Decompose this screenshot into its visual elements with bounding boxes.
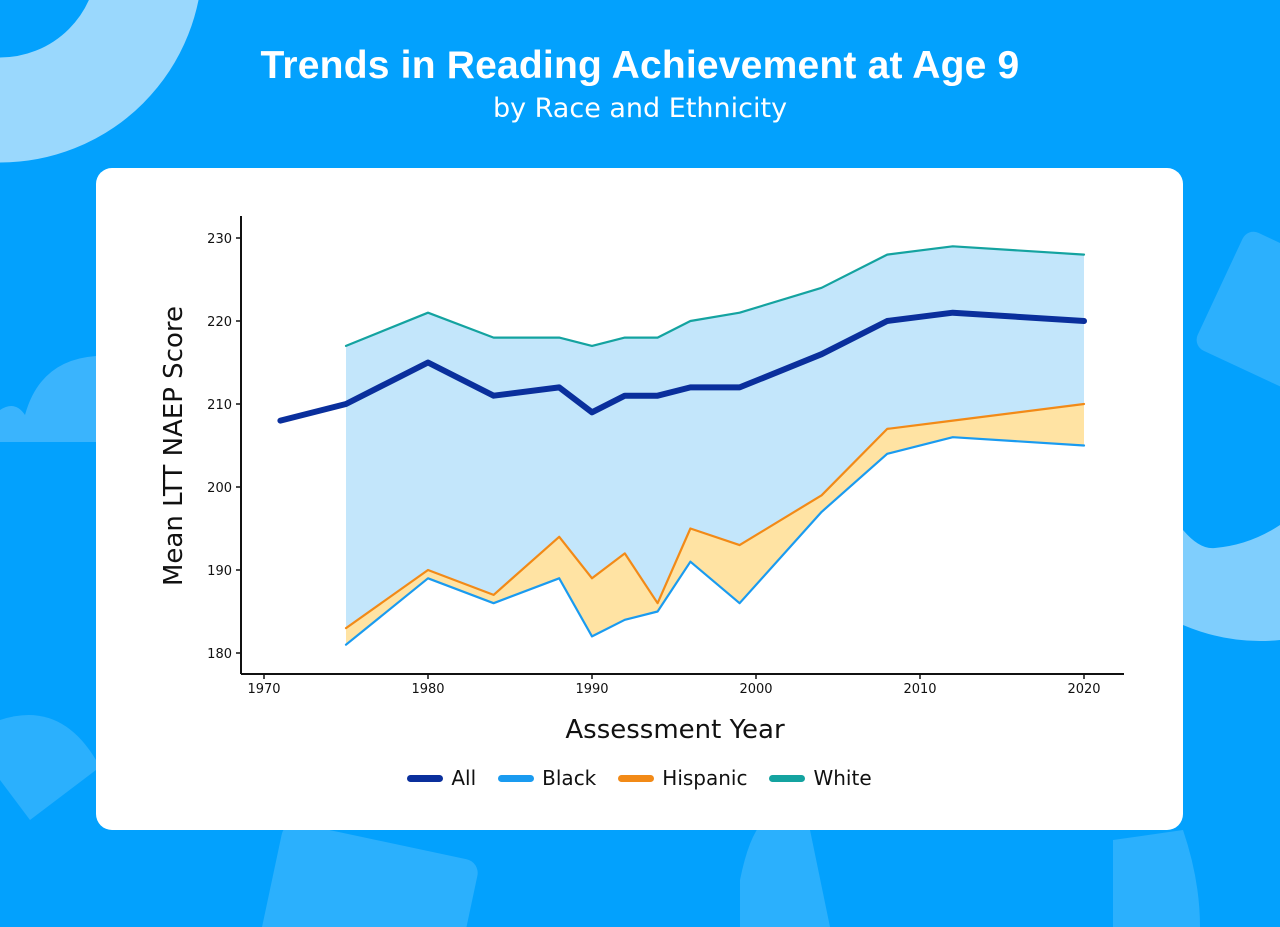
legend-label-all: All [451,766,477,790]
y-axis-label: Mean LTT NAEP Score [159,306,189,586]
series-line-all [277,309,1087,424]
series-line-hispanic [344,402,1086,630]
legend-label-hispanic: Hispanic [662,766,748,790]
y-tick-label: 180 [207,647,232,662]
legend-label-black: Black [542,766,597,790]
legend-swatch-black [498,774,535,782]
x-tick-label: 2020 [1067,682,1100,697]
legend-swatch-all [407,774,444,782]
legend-item-all: All [407,766,476,790]
x-tick-label: 1990 [575,682,608,697]
x-tick-label: 1970 [247,682,280,697]
x-tick-label: 2000 [739,682,772,697]
legend-swatch-white [769,774,806,782]
shaded-band-white-hispanic [346,246,1084,629]
y-tick-label: 230 [207,232,232,247]
y-tick-label: 200 [207,481,232,496]
series-line-white [344,245,1086,347]
chart-title: Trends in Reading Achievement at Age 9 [260,44,1020,87]
chart-subtitle: by Race and Ethnicity [492,93,788,124]
legend-swatch-hispanic [618,774,655,782]
x-tick-label: 1980 [411,682,444,697]
x-axis-label: Assessment Year [565,715,785,745]
legend-item-hispanic: Hispanic [618,766,747,790]
shaded-band-hispanic-black [346,404,1084,645]
y-tick-label: 190 [207,564,232,579]
x-tick-label: 2010 [903,682,936,697]
legend-label-white: White [813,766,872,790]
legend-item-black: Black [498,766,596,790]
legend-item-white: White [769,766,872,790]
y-tick-label: 210 [207,398,232,413]
series-line-black [344,436,1086,646]
chart-legend: All Black Hispanic White [96,766,1183,790]
y-tick-label: 220 [207,315,232,330]
